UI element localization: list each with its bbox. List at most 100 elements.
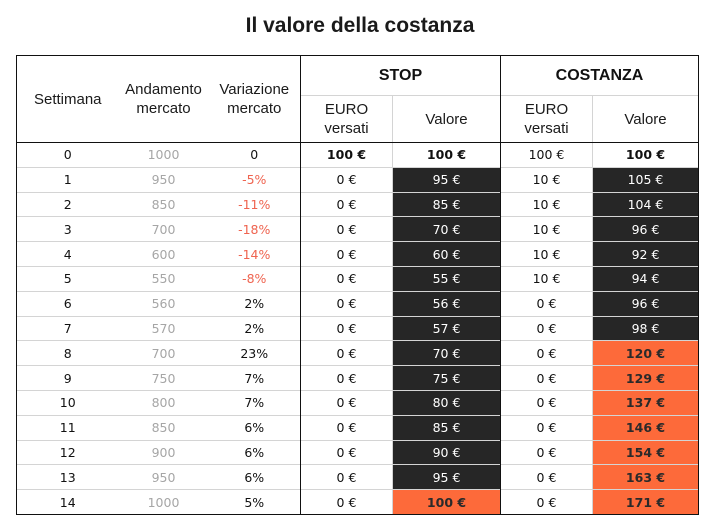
cell-market-trend: 950 [118, 464, 209, 490]
cell-costanza-euro-paid: 0 € [500, 414, 593, 441]
cell-week: 6 [16, 290, 119, 317]
header-stop-euro-paid: EURO versati [300, 95, 393, 143]
cell-costanza-value: 96 € [592, 216, 699, 242]
cell-costanza-euro-paid: 10 € [500, 241, 593, 267]
table-row: 10 800 7% 0 €80 €0 €137 € [16, 389, 699, 416]
cell-stop-value: 100 € [392, 489, 501, 515]
cell-stop-euro-paid: 0 € [300, 166, 393, 193]
cell-costanza-value: 92 € [592, 241, 699, 267]
cell-market-change: -8% [208, 265, 301, 292]
header-market-change: Variazione mercato [208, 55, 301, 143]
cell-stop-euro-paid: 0 € [300, 439, 393, 465]
cell-costanza-value: 96 € [592, 290, 699, 317]
cell-market-trend: 1000 [147, 147, 180, 163]
cell-stop-euro-paid: 0 € [300, 290, 393, 317]
cell-costanza-value: 146 € [592, 414, 699, 441]
cell-costanza-value: 104 € [592, 191, 699, 217]
cell-costanza-euro-paid: 10 € [500, 265, 593, 292]
cell-market-change: 7% [208, 365, 301, 391]
cell-stop-value: 100 € [392, 142, 501, 168]
table-row: 12 900 6% 0 €90 €0 €154 € [16, 439, 699, 465]
table-row: 1 950 -5% 0 €95 €10 €105 € [16, 166, 699, 193]
cell-costanza-euro-paid: 0 € [500, 290, 593, 317]
cell-week: 4 [16, 241, 119, 267]
cell-stop-value: 75 € [392, 365, 501, 391]
cell-market-trend: 570 [118, 315, 209, 341]
cell-stop-value: 70 € [392, 216, 501, 242]
cell-week: 9 [16, 365, 119, 391]
cell-costanza-euro-paid: 0 € [500, 439, 593, 465]
cell-costanza-euro-paid: 0 € [500, 489, 593, 515]
cell-costanza-value: 98 € [592, 315, 699, 341]
header-stop-value: Valore [392, 95, 501, 143]
cell-costanza-euro-paid: 10 € [500, 191, 593, 217]
header-costanza-euro-paid: EURO versati [500, 95, 593, 143]
cell-week: 7 [16, 315, 119, 341]
cell-stop-euro-paid: 0 € [300, 265, 393, 292]
cell-week: 2 [16, 191, 119, 217]
cell-stop-value: 80 € [392, 389, 501, 416]
cell-week: 8 [16, 340, 119, 366]
page-title: Il valore della costanza [245, 14, 475, 37]
cell-costanza-value: 171 € [592, 489, 699, 515]
table-row: 13 950 6% 0 €95 €0 €163 € [16, 464, 699, 490]
cell-stop-value: 95 € [392, 464, 501, 490]
table-row: 11 850 6% 0 €85 €0 €146 € [16, 414, 699, 441]
cell-stop-value: 90 € [392, 439, 501, 465]
cell-week: 13 [16, 464, 119, 490]
cell-week: 12 [16, 439, 119, 465]
cell-market-change: 2% [208, 290, 301, 317]
cell-market-change: -5% [208, 166, 301, 193]
cell-costanza-euro-paid: 10 € [500, 166, 593, 193]
cell-market-trend: 850 [118, 414, 209, 441]
cell-costanza-value: 100 € [592, 142, 699, 168]
cell-stop-euro-paid: 0 € [300, 241, 393, 267]
cell-stop-euro-paid: 0 € [300, 216, 393, 242]
cell-week: 3 [16, 216, 119, 242]
cell-market-trend: 850 [118, 191, 209, 217]
table-row: 9 750 7% 0 €75 €0 €129 € [16, 365, 699, 391]
cell-costanza-value: 137 € [592, 389, 699, 416]
cell-stop-value: 57 € [392, 315, 501, 341]
cell-stop-euro-paid: 0 € [300, 365, 393, 391]
cell-costanza-euro-paid: 0 € [500, 315, 593, 341]
table-row: 14 1000 5% 0 €100 €0 €171 € [16, 489, 699, 515]
header-costanza-group: COSTANZA [500, 55, 699, 96]
comparison-table: Settimana Andamento mercato Variazione m… [16, 55, 699, 515]
cell-costanza-value: 94 € [592, 265, 699, 292]
cell-stop-euro-paid: 100 € [300, 142, 393, 168]
cell-market-trend: 800 [118, 389, 209, 416]
cell-costanza-euro-paid: 0 € [500, 340, 593, 366]
cell-stop-euro-paid: 0 € [300, 489, 393, 515]
cell-stop-value: 60 € [392, 241, 501, 267]
table-row: 5 550 -8% 0 €55 €10 €94 € [16, 265, 699, 292]
cell-costanza-euro-paid: 100 € [500, 142, 593, 168]
cell-stop-euro-paid: 0 € [300, 315, 393, 341]
header-market-trend: Andamento mercato [118, 55, 209, 143]
header-costanza-value: Valore [592, 95, 699, 143]
cell-stop-value: 95 € [392, 166, 501, 193]
cell-market-change: -18% [208, 216, 301, 242]
cell-costanza-euro-paid: 10 € [500, 216, 593, 242]
cell-costanza-value: 105 € [592, 166, 699, 193]
cell-market-trend: 950 [118, 166, 209, 193]
cell-stop-value: 56 € [392, 290, 501, 317]
cell-costanza-value: 129 € [592, 365, 699, 391]
cell-market-change: 7% [208, 389, 301, 416]
table-row: 4 600 -14% 0 €60 €10 €92 € [16, 241, 699, 267]
cell-market-change: 0 [250, 147, 259, 163]
cell-market-change: 23% [208, 340, 301, 366]
cell-week: 11 [16, 414, 119, 441]
cell-market-trend: 1000 [118, 489, 209, 515]
cell-stop-euro-paid: 0 € [300, 464, 393, 490]
cell-market-trend: 750 [118, 365, 209, 391]
header-stop-group: STOP [300, 55, 501, 96]
cell-market-trend: 900 [118, 439, 209, 465]
cell-market-change: 6% [208, 464, 301, 490]
cell-stop-value: 70 € [392, 340, 501, 366]
cell-market-change: 5% [208, 489, 301, 515]
cell-costanza-euro-paid: 0 € [500, 464, 593, 490]
cell-market-change: -11% [208, 191, 301, 217]
cell-week: 0 [16, 142, 119, 168]
table-row: 0 1000 0 100 €100 €100 €100 € [16, 142, 699, 168]
